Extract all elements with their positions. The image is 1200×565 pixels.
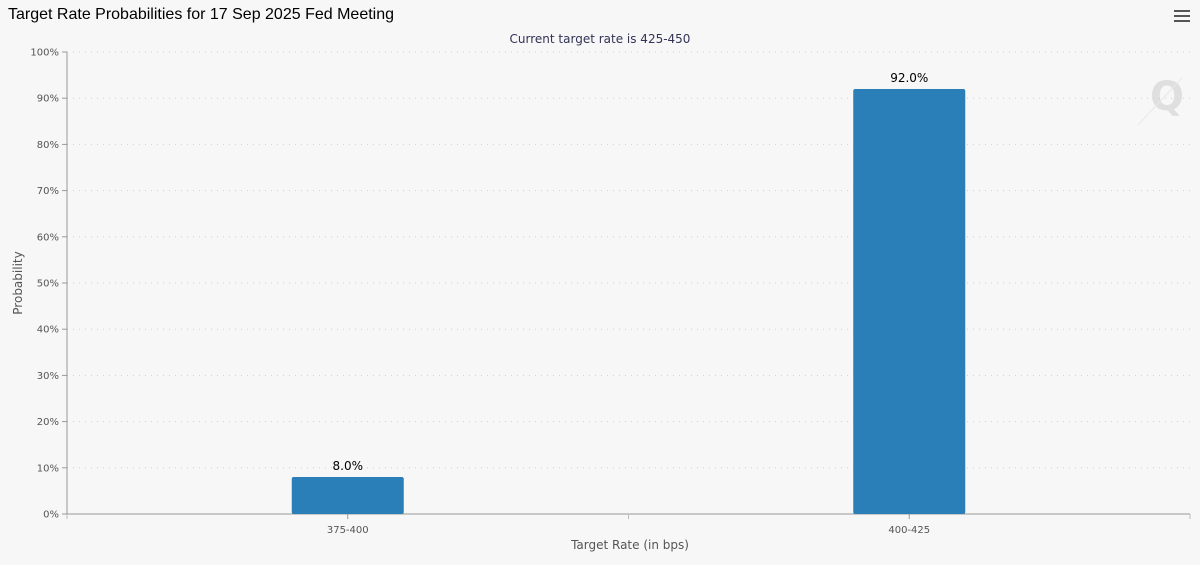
y-tick-label: 70%: [37, 186, 59, 197]
y-tick-label: 10%: [37, 463, 59, 474]
y-axis-title: Probability: [11, 251, 25, 314]
chart-title: Target Rate Probabilities for 17 Sep 202…: [8, 6, 395, 23]
bar: [291, 477, 404, 514]
bar-data-label: 92.0%: [890, 71, 928, 85]
y-tick-label: 50%: [37, 279, 59, 290]
hamburger-menu-icon[interactable]: [1174, 10, 1190, 24]
y-tick-label: 60%: [37, 232, 59, 243]
y-tick-label: 100%: [30, 48, 59, 59]
q-logo-watermark: Q: [1137, 74, 1184, 126]
bar-data-label: 8.0%: [333, 459, 364, 473]
x-axis-title: Target Rate (in bps): [570, 538, 689, 552]
y-tick-label: 80%: [37, 140, 59, 151]
y-tick-label: 30%: [37, 371, 59, 382]
svg-text:Q: Q: [1150, 74, 1184, 120]
x-tick-label: 400-425: [888, 525, 930, 536]
y-tick-label: 90%: [37, 94, 59, 105]
x-tick-label: 375-400: [327, 525, 369, 536]
y-tick-label: 40%: [37, 325, 59, 336]
bar: [853, 88, 966, 515]
chart-subtitle: Current target rate is 425-450: [510, 32, 691, 46]
y-tick-label: 20%: [37, 417, 59, 428]
y-tick-label: 0%: [43, 510, 59, 521]
